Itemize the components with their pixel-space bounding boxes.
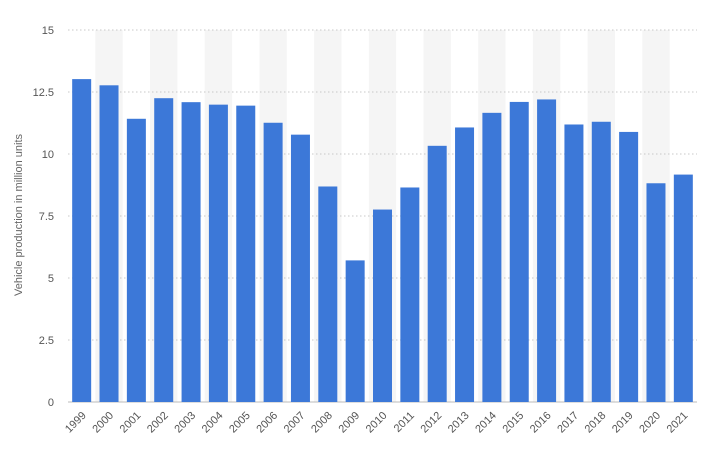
x-tick-label: 2020 [637, 410, 663, 436]
x-tick-label: 2019 [610, 410, 636, 436]
y-tick-label: 5 [48, 273, 54, 285]
x-tick-label: 2004 [200, 410, 226, 436]
x-tick-label: 2012 [419, 410, 445, 436]
x-tick-label: 1999 [63, 410, 89, 436]
bar-1999[interactable] [72, 79, 92, 402]
bar-2002[interactable] [154, 98, 174, 402]
y-tick-label: 15 [42, 25, 54, 37]
y-tick-label: 10 [42, 149, 54, 161]
bar-2006[interactable] [263, 122, 283, 402]
x-tick-label: 2015 [501, 410, 527, 436]
y-tick-label: 2.5 [39, 335, 54, 347]
x-tick-label: 2018 [583, 410, 609, 436]
x-tick-label: 2016 [528, 410, 554, 436]
bars [72, 79, 693, 403]
x-axis-ticks: 1999 2000 2001 2002 2003 2004 2005 2006 2007 2008… [63, 410, 690, 436]
x-tick-label: 2017 [555, 410, 581, 436]
x-tick-label: 2013 [446, 410, 472, 436]
x-tick-label: 2003 [172, 410, 198, 436]
bar-2017[interactable] [564, 124, 584, 402]
bar-2000[interactable] [99, 85, 119, 402]
x-tick-label: 2007 [282, 410, 308, 436]
bar-2008[interactable] [318, 186, 338, 402]
y-tick-label: 12.5 [33, 87, 54, 99]
bar-2021[interactable] [673, 174, 693, 402]
bar-2015[interactable] [509, 101, 529, 403]
x-tick-label: 2014 [473, 410, 499, 436]
x-tick-label: 2021 [665, 410, 691, 436]
y-axis-ticks: 0 2.5 5 7.5 10 12.5 15 [33, 25, 54, 409]
x-tick-label: 2000 [90, 410, 116, 436]
y-tick-label: 0 [48, 397, 54, 409]
bar-2019[interactable] [619, 131, 639, 403]
y-axis-title: Vehicle production in million units [13, 133, 25, 296]
bar-2009[interactable] [345, 260, 365, 402]
x-tick-label: 2011 [392, 410, 417, 435]
x-tick-label: 2006 [254, 410, 280, 436]
x-tick-label: 2001 [118, 410, 144, 436]
bar-2010[interactable] [373, 209, 392, 402]
x-tick-label: 2002 [145, 410, 171, 436]
bar-2011[interactable] [400, 187, 420, 402]
bar-2001[interactable] [126, 118, 146, 402]
x-tick-label: 2010 [364, 410, 390, 436]
x-tick-label: 2005 [227, 410, 253, 436]
bar-2014[interactable] [482, 112, 502, 402]
bar-2020[interactable] [646, 183, 666, 402]
bar-2005[interactable] [236, 105, 256, 402]
y-tick-label: 7.5 [39, 211, 54, 223]
x-tick-label: 2008 [309, 410, 335, 436]
bar-2012[interactable] [427, 145, 447, 403]
bar-2007[interactable] [290, 134, 310, 402]
bar-2004[interactable] [208, 104, 228, 402]
x-tick-label: 2009 [336, 410, 362, 436]
bar-2003[interactable] [181, 102, 201, 402]
bar-2018[interactable] [591, 121, 611, 402]
bar-2016[interactable] [537, 99, 557, 402]
bar-2013[interactable] [455, 127, 475, 403]
